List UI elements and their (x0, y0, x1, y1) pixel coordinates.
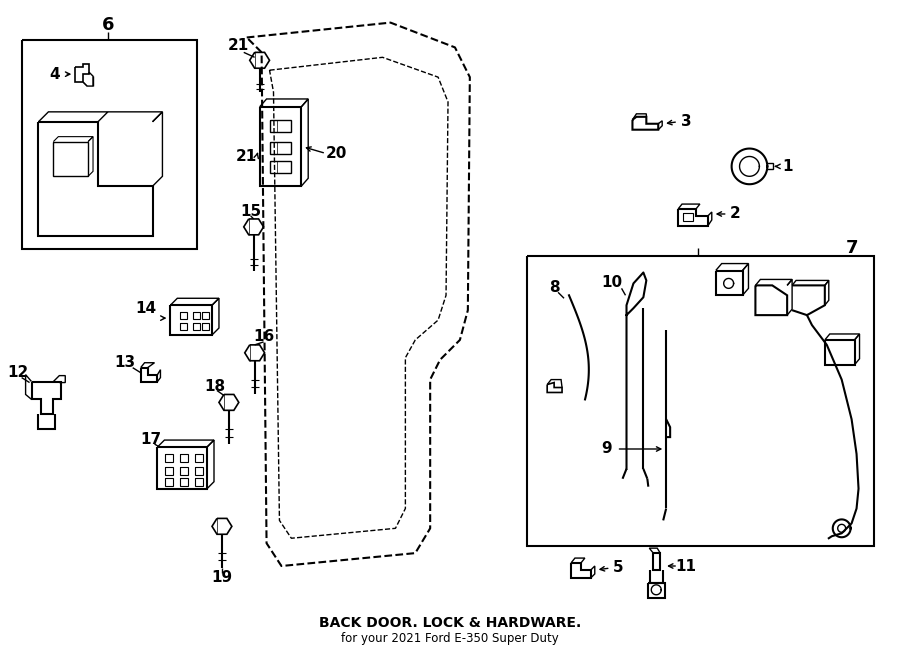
Text: 14: 14 (135, 301, 156, 316)
Text: 11: 11 (676, 559, 697, 574)
Text: 6: 6 (102, 16, 114, 34)
Text: 2: 2 (730, 206, 741, 221)
Text: 9: 9 (601, 442, 612, 457)
Text: 12: 12 (7, 365, 28, 380)
Text: 5: 5 (613, 561, 624, 576)
Text: 16: 16 (253, 329, 274, 344)
Text: 3: 3 (680, 114, 691, 130)
Text: 10: 10 (601, 275, 622, 290)
Text: 15: 15 (240, 204, 261, 219)
Text: 21: 21 (229, 38, 249, 53)
Text: 20: 20 (325, 146, 346, 161)
Text: 8: 8 (549, 280, 560, 295)
Text: 19: 19 (212, 570, 232, 586)
Text: for your 2021 Ford E-350 Super Duty: for your 2021 Ford E-350 Super Duty (341, 632, 559, 645)
Text: 4: 4 (49, 67, 59, 82)
Text: 13: 13 (114, 355, 135, 370)
Text: 7: 7 (845, 239, 858, 256)
Text: 1: 1 (782, 159, 792, 174)
Text: BACK DOOR. LOCK & HARDWARE.: BACK DOOR. LOCK & HARDWARE. (319, 615, 581, 629)
Text: 21: 21 (236, 149, 257, 164)
Text: 17: 17 (140, 432, 161, 447)
Text: 18: 18 (204, 379, 226, 394)
